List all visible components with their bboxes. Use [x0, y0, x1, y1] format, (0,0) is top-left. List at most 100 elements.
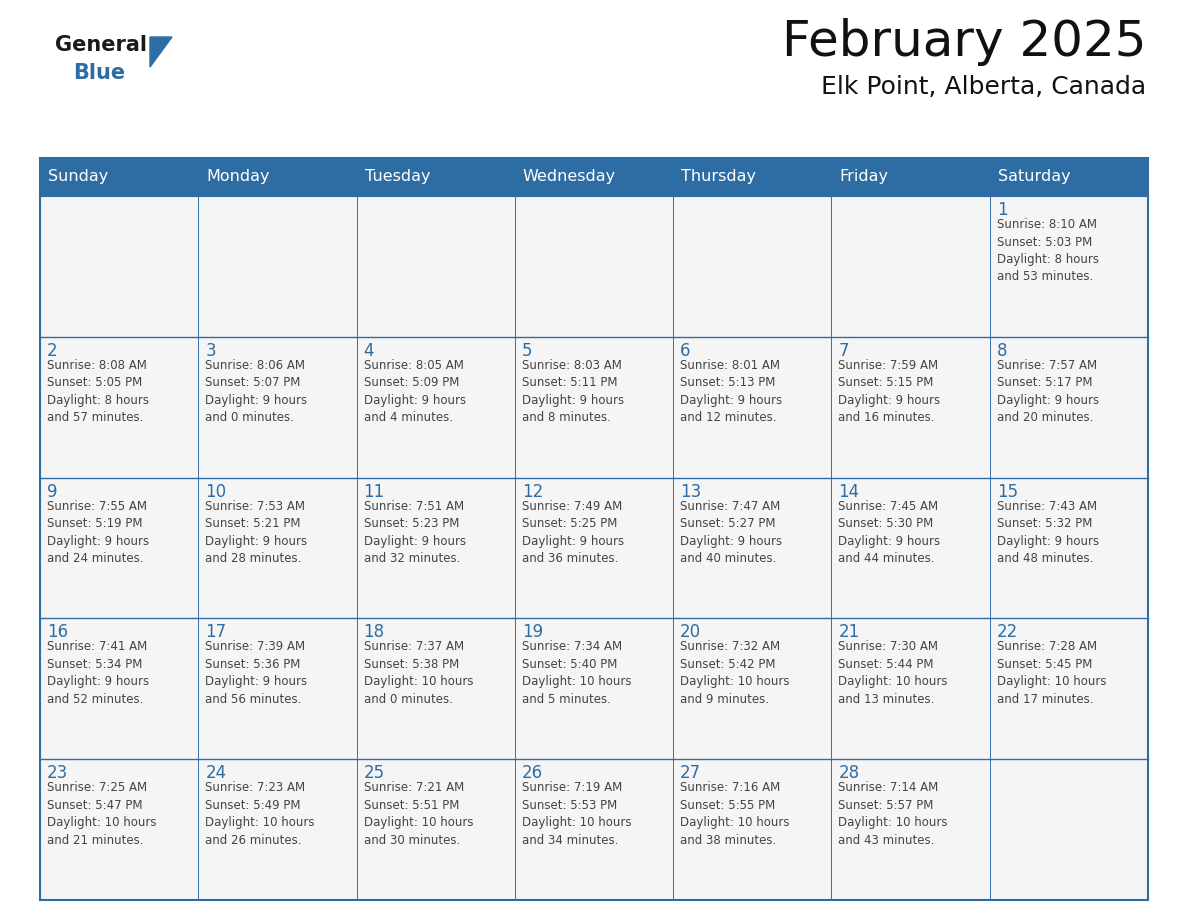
Text: Sunrise: 7:57 AM
Sunset: 5:17 PM
Daylight: 9 hours
and 20 minutes.: Sunrise: 7:57 AM Sunset: 5:17 PM Dayligh…	[997, 359, 1099, 424]
Text: Sunrise: 7:39 AM
Sunset: 5:36 PM
Daylight: 9 hours
and 56 minutes.: Sunrise: 7:39 AM Sunset: 5:36 PM Dayligh…	[206, 641, 308, 706]
Bar	[514, 759, 674, 900]
Text: Sunday: Sunday	[48, 170, 108, 185]
Bar	[40, 619, 198, 759]
Polygon shape	[150, 37, 172, 67]
Bar	[356, 619, 514, 759]
Text: 2: 2	[48, 341, 58, 360]
Bar	[832, 759, 990, 900]
Text: Sunrise: 7:37 AM
Sunset: 5:38 PM
Daylight: 10 hours
and 0 minutes.: Sunrise: 7:37 AM Sunset: 5:38 PM Dayligh…	[364, 641, 473, 706]
Text: Sunrise: 8:10 AM
Sunset: 5:03 PM
Daylight: 8 hours
and 53 minutes.: Sunrise: 8:10 AM Sunset: 5:03 PM Dayligh…	[997, 218, 1099, 284]
Text: 15: 15	[997, 483, 1018, 500]
Text: Blue: Blue	[72, 63, 125, 83]
Text: 10: 10	[206, 483, 227, 500]
Text: Thursday: Thursday	[681, 170, 756, 185]
Text: Sunrise: 7:34 AM
Sunset: 5:40 PM
Daylight: 10 hours
and 5 minutes.: Sunrise: 7:34 AM Sunset: 5:40 PM Dayligh…	[522, 641, 631, 706]
Text: 17: 17	[206, 623, 227, 642]
Bar	[198, 477, 356, 619]
Text: Sunrise: 7:19 AM
Sunset: 5:53 PM
Daylight: 10 hours
and 34 minutes.: Sunrise: 7:19 AM Sunset: 5:53 PM Dayligh…	[522, 781, 631, 846]
Bar	[198, 158, 356, 196]
Text: 27: 27	[681, 764, 701, 782]
Text: Sunrise: 7:41 AM
Sunset: 5:34 PM
Daylight: 9 hours
and 52 minutes.: Sunrise: 7:41 AM Sunset: 5:34 PM Dayligh…	[48, 641, 150, 706]
Bar	[990, 337, 1148, 477]
Bar	[198, 759, 356, 900]
Bar	[356, 196, 514, 337]
Text: 11: 11	[364, 483, 385, 500]
Bar	[514, 619, 674, 759]
Bar	[356, 158, 514, 196]
Bar	[674, 759, 832, 900]
Bar	[40, 158, 198, 196]
Text: Sunrise: 8:06 AM
Sunset: 5:07 PM
Daylight: 9 hours
and 0 minutes.: Sunrise: 8:06 AM Sunset: 5:07 PM Dayligh…	[206, 359, 308, 424]
Bar	[832, 158, 990, 196]
Text: Sunrise: 7:59 AM
Sunset: 5:15 PM
Daylight: 9 hours
and 16 minutes.: Sunrise: 7:59 AM Sunset: 5:15 PM Dayligh…	[839, 359, 941, 424]
Text: Sunrise: 7:32 AM
Sunset: 5:42 PM
Daylight: 10 hours
and 9 minutes.: Sunrise: 7:32 AM Sunset: 5:42 PM Dayligh…	[681, 641, 790, 706]
Bar	[990, 196, 1148, 337]
Bar	[198, 196, 356, 337]
Text: 7: 7	[839, 341, 849, 360]
Text: 12: 12	[522, 483, 543, 500]
Text: Sunrise: 7:55 AM
Sunset: 5:19 PM
Daylight: 9 hours
and 24 minutes.: Sunrise: 7:55 AM Sunset: 5:19 PM Dayligh…	[48, 499, 150, 565]
Text: Sunrise: 7:51 AM
Sunset: 5:23 PM
Daylight: 9 hours
and 32 minutes.: Sunrise: 7:51 AM Sunset: 5:23 PM Dayligh…	[364, 499, 466, 565]
Text: 22: 22	[997, 623, 1018, 642]
Text: 13: 13	[681, 483, 701, 500]
Text: 1: 1	[997, 201, 1007, 219]
Text: General: General	[55, 35, 147, 55]
Text: Sunrise: 8:08 AM
Sunset: 5:05 PM
Daylight: 8 hours
and 57 minutes.: Sunrise: 8:08 AM Sunset: 5:05 PM Dayligh…	[48, 359, 148, 424]
Bar	[674, 196, 832, 337]
Text: 28: 28	[839, 764, 860, 782]
Text: Saturday: Saturday	[998, 170, 1070, 185]
Bar	[674, 619, 832, 759]
Text: 6: 6	[681, 341, 690, 360]
Bar	[40, 337, 198, 477]
Text: 16: 16	[48, 623, 68, 642]
Text: Sunrise: 7:53 AM
Sunset: 5:21 PM
Daylight: 9 hours
and 28 minutes.: Sunrise: 7:53 AM Sunset: 5:21 PM Dayligh…	[206, 499, 308, 565]
Text: Sunrise: 7:14 AM
Sunset: 5:57 PM
Daylight: 10 hours
and 43 minutes.: Sunrise: 7:14 AM Sunset: 5:57 PM Dayligh…	[839, 781, 948, 846]
Text: 18: 18	[364, 623, 385, 642]
Text: 26: 26	[522, 764, 543, 782]
Bar	[198, 337, 356, 477]
Text: 24: 24	[206, 764, 227, 782]
Text: Sunrise: 7:28 AM
Sunset: 5:45 PM
Daylight: 10 hours
and 17 minutes.: Sunrise: 7:28 AM Sunset: 5:45 PM Dayligh…	[997, 641, 1106, 706]
Text: Monday: Monday	[207, 170, 270, 185]
Text: Sunrise: 8:01 AM
Sunset: 5:13 PM
Daylight: 9 hours
and 12 minutes.: Sunrise: 8:01 AM Sunset: 5:13 PM Dayligh…	[681, 359, 782, 424]
Text: 19: 19	[522, 623, 543, 642]
Text: 14: 14	[839, 483, 860, 500]
Bar	[514, 477, 674, 619]
Text: 9: 9	[48, 483, 57, 500]
Text: 21: 21	[839, 623, 860, 642]
Text: Sunrise: 8:05 AM
Sunset: 5:09 PM
Daylight: 9 hours
and 4 minutes.: Sunrise: 8:05 AM Sunset: 5:09 PM Dayligh…	[364, 359, 466, 424]
Bar	[198, 619, 356, 759]
Bar	[990, 759, 1148, 900]
Text: Elk Point, Alberta, Canada: Elk Point, Alberta, Canada	[821, 75, 1146, 99]
Text: Sunrise: 7:25 AM
Sunset: 5:47 PM
Daylight: 10 hours
and 21 minutes.: Sunrise: 7:25 AM Sunset: 5:47 PM Dayligh…	[48, 781, 157, 846]
Bar	[674, 158, 832, 196]
Bar	[40, 759, 198, 900]
Bar	[514, 158, 674, 196]
Bar	[40, 477, 198, 619]
Text: Sunrise: 7:45 AM
Sunset: 5:30 PM
Daylight: 9 hours
and 44 minutes.: Sunrise: 7:45 AM Sunset: 5:30 PM Dayligh…	[839, 499, 941, 565]
Bar	[990, 158, 1148, 196]
Bar	[832, 196, 990, 337]
Bar	[990, 619, 1148, 759]
Text: Wednesday: Wednesday	[523, 170, 617, 185]
Text: 3: 3	[206, 341, 216, 360]
Bar	[832, 477, 990, 619]
Bar	[514, 196, 674, 337]
Bar	[356, 337, 514, 477]
Text: 5: 5	[522, 341, 532, 360]
Text: Sunrise: 7:43 AM
Sunset: 5:32 PM
Daylight: 9 hours
and 48 minutes.: Sunrise: 7:43 AM Sunset: 5:32 PM Dayligh…	[997, 499, 1099, 565]
Text: Sunrise: 7:21 AM
Sunset: 5:51 PM
Daylight: 10 hours
and 30 minutes.: Sunrise: 7:21 AM Sunset: 5:51 PM Dayligh…	[364, 781, 473, 846]
Text: Friday: Friday	[840, 170, 889, 185]
Text: 4: 4	[364, 341, 374, 360]
Text: Sunrise: 7:23 AM
Sunset: 5:49 PM
Daylight: 10 hours
and 26 minutes.: Sunrise: 7:23 AM Sunset: 5:49 PM Dayligh…	[206, 781, 315, 846]
Bar	[674, 337, 832, 477]
Text: 23: 23	[48, 764, 68, 782]
Bar	[356, 759, 514, 900]
Text: February 2025: February 2025	[782, 18, 1146, 66]
Text: 20: 20	[681, 623, 701, 642]
Bar	[40, 196, 198, 337]
Text: Sunrise: 7:16 AM
Sunset: 5:55 PM
Daylight: 10 hours
and 38 minutes.: Sunrise: 7:16 AM Sunset: 5:55 PM Dayligh…	[681, 781, 790, 846]
Bar	[832, 619, 990, 759]
Text: Sunrise: 7:47 AM
Sunset: 5:27 PM
Daylight: 9 hours
and 40 minutes.: Sunrise: 7:47 AM Sunset: 5:27 PM Dayligh…	[681, 499, 782, 565]
Text: Sunrise: 7:30 AM
Sunset: 5:44 PM
Daylight: 10 hours
and 13 minutes.: Sunrise: 7:30 AM Sunset: 5:44 PM Dayligh…	[839, 641, 948, 706]
